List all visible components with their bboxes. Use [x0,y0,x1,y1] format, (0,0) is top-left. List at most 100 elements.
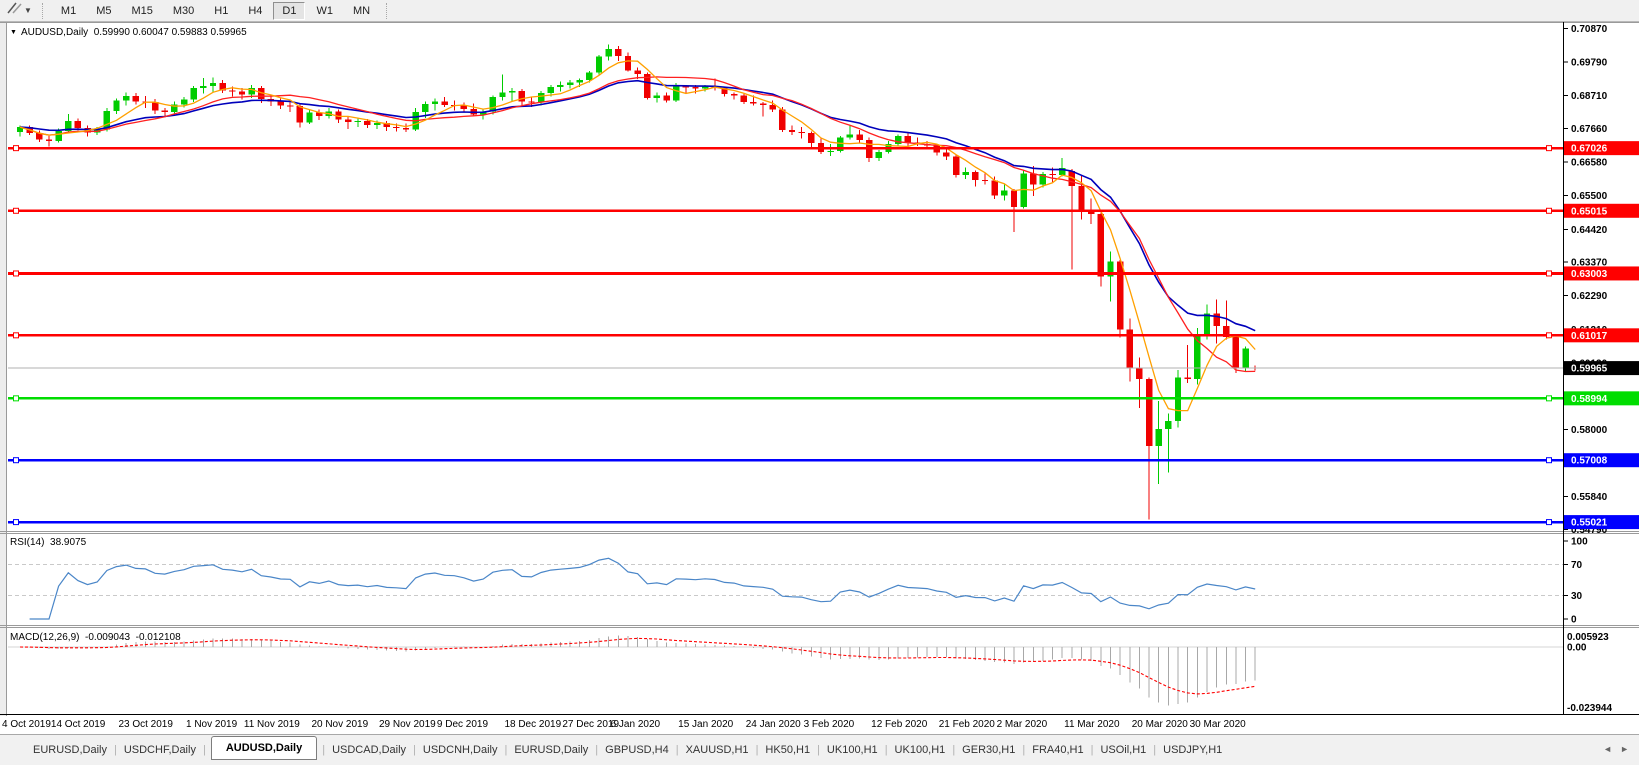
chevron-down-icon: ▼ [24,6,32,15]
tf-button-w1[interactable]: W1 [307,2,342,20]
ma-mid-line [19,76,1256,373]
chart-title: ▼ AUDUSD,Daily 0.59990 0.60047 0.59883 0.… [10,27,247,38]
tab-divider: | [952,744,956,756]
draw-lines-icon [6,1,22,20]
tf-button-h4[interactable]: H4 [239,2,271,20]
line-handle [1546,270,1552,277]
line-handle [1546,395,1552,402]
tab-divider: | [675,744,679,756]
date-label: 1 Nov 2019 [186,719,238,730]
date-label: 20 Mar 2020 [1131,719,1188,730]
toolbar-separator [41,2,47,19]
tf-button-m15[interactable]: M15 [122,2,161,20]
macd-name: MACD(12,26,9) [10,632,80,643]
tab-scroll-left-icon[interactable]: ◄ [1603,744,1613,754]
macd-signal-line [19,637,1256,695]
chart-tab-xauusd-h1[interactable]: XAUUSD,H1 [685,744,749,756]
date-label: 12 Feb 2020 [871,719,928,730]
chart-tab-bar: EURUSD,Daily | USDCHF,Daily | AUDUSD,Daily | U… [0,734,1639,765]
rsi-value: 38.9075 [50,537,87,548]
price-axis[interactable]: 0.70870 0.69790 0.68710 0.67660 0.66580 0.655… [1563,24,1639,714]
date-label: 6 Jan 2020 [610,719,661,730]
line-handle [1546,207,1552,214]
chart-tab-gbpusd-h4[interactable]: GBPUSD,H4 [605,744,669,756]
svg-text:0.54790: 0.54790 [1571,525,1608,536]
chart-area: 0.70870 0.69790 0.68710 0.67660 0.66580 0.655… [0,22,1639,734]
chart-tab-usdcnh-daily[interactable]: USDCNH,Daily [422,744,498,756]
tab-divider: | [755,744,759,756]
line-handle [13,270,19,277]
time-axis[interactable]: 4 Oct 2019 14 Oct 2019 23 Oct 2019 1 Nov 20… [0,716,1639,734]
tf-button-m5[interactable]: M5 [87,2,120,20]
chart-canvas[interactable]: 0.70870 0.69790 0.68710 0.67660 0.66580 0.655… [0,22,1639,716]
svg-text:0.59965: 0.59965 [1571,364,1608,375]
svg-text:0.68710: 0.68710 [1571,91,1608,102]
tab-divider: | [817,744,820,756]
price-label-0-61017 [1564,328,1639,343]
line-handle [13,145,19,152]
line-handle [1546,145,1552,152]
svg-text:0.005923: 0.005923 [1567,632,1609,643]
macd-indicator-label: MACD(12,26,9) -0.009043 -0.012108 [10,632,181,643]
tab-scroll-arrows: ◄ ► [1603,744,1629,754]
date-label: 15 Jan 2020 [678,719,734,730]
svg-text:-0.023944: -0.023944 [1567,703,1612,714]
svg-text:0.55021: 0.55021 [1571,518,1608,529]
price-label-0-67026 [1564,141,1639,156]
line-handle [13,519,19,526]
chart-tab-usdjpy-h1[interactable]: USDJPY,H1 [1163,744,1223,756]
chart-tab-uk100-h1[interactable]: UK100,H1 [894,744,946,756]
tf-button-m1[interactable]: M1 [52,2,85,20]
toolbar-separator [386,2,391,19]
tab-divider: | [202,744,206,756]
tf-button-m30[interactable]: M30 [164,2,203,20]
chart-symbol-period: AUDUSD,Daily [20,27,89,38]
line-handle [13,457,19,464]
chart-tab-usdcad-daily[interactable]: USDCAD,Daily [332,744,407,756]
date-label: 20 Nov 2019 [311,719,369,730]
chart-tab-eurusd-daily[interactable]: EURUSD,Daily [33,744,107,756]
chart-tab-fra40-h1[interactable]: FRA40,H1 [1032,744,1084,756]
chart-tab-usdchf-daily[interactable]: USDCHF,Daily [123,744,196,756]
chart-tab-ger30-h1[interactable]: GER30,H1 [962,744,1016,756]
current-price-label [1564,361,1639,376]
svg-text:0.66580: 0.66580 [1571,158,1608,169]
chart-ohlc-values: 0.59990 0.60047 0.59883 0.59965 [93,27,247,38]
symbol-dropdown-icon[interactable]: ▼ [10,29,17,36]
svg-text:0.57008: 0.57008 [1571,456,1608,467]
svg-text:0.69790: 0.69790 [1571,58,1608,69]
date-label: 21 Feb 2020 [938,719,995,730]
price-label-0-55021 [1564,515,1639,530]
tab-scroll-right-icon[interactable]: ► [1620,744,1629,754]
svg-text:0.67026: 0.67026 [1571,144,1608,155]
svg-text:30: 30 [1571,591,1583,602]
rsi-line [29,557,1256,620]
line-handle [13,332,19,339]
rsi-panel [8,557,1563,620]
date-label: 14 Oct 2019 [50,719,106,730]
tab-divider: | [1022,744,1026,756]
chart-tab-uk100-h1[interactable]: UK100,H1 [826,744,878,756]
date-label: 29 Nov 2019 [379,719,436,730]
date-label: 24 Jan 2020 [745,719,801,730]
date-label: 23 Oct 2019 [118,719,173,730]
svg-text:0: 0 [1571,615,1577,626]
chart-tab-hk50-h1[interactable]: HK50,H1 [765,744,811,756]
svg-text:0.63003: 0.63003 [1571,269,1608,280]
svg-text:0.65015: 0.65015 [1571,206,1608,217]
chart-tab-audusd-daily[interactable]: AUDUSD,Daily [210,736,318,760]
tf-button-h1[interactable]: H1 [205,2,237,20]
price-label-0-58994 [1564,391,1639,406]
date-label: 18 Dec 2019 [504,719,562,730]
chart-tab-usoil-h1[interactable]: USOil,H1 [1100,744,1147,756]
line-handle [1546,519,1552,526]
tf-button-mn[interactable]: MN [344,2,379,20]
tab-divider: | [113,744,117,756]
line-handle [1546,332,1552,339]
chart-tab-eurusd-daily[interactable]: EURUSD,Daily [514,744,589,756]
tf-button-d1[interactable]: D1 [273,1,306,20]
tab-divider: | [413,744,416,756]
price-label-0-57008 [1564,453,1639,468]
chart-tools-button[interactable]: ▼ [2,0,36,21]
